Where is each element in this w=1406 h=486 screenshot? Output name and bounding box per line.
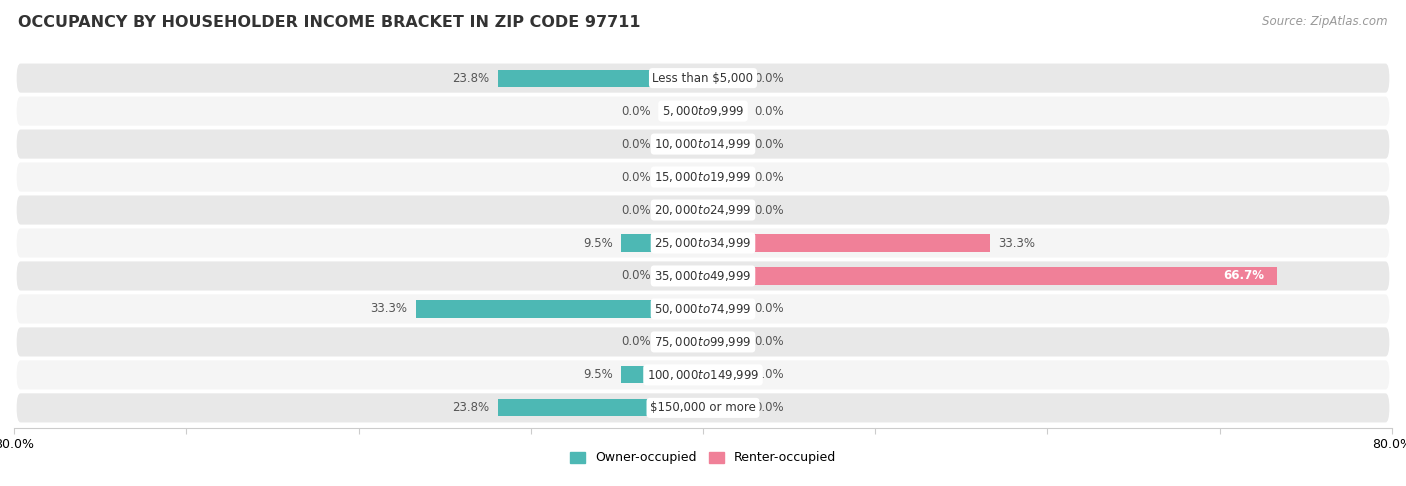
FancyBboxPatch shape: [17, 393, 1389, 422]
Text: $5,000 to $9,999: $5,000 to $9,999: [662, 104, 744, 118]
Text: 0.0%: 0.0%: [621, 204, 651, 217]
Bar: [416, 300, 703, 317]
Text: 0.0%: 0.0%: [621, 269, 651, 282]
Bar: [703, 333, 747, 350]
FancyBboxPatch shape: [17, 129, 1389, 158]
Bar: [659, 103, 703, 120]
Bar: [703, 366, 747, 383]
Text: 9.5%: 9.5%: [583, 368, 613, 382]
Text: 33.3%: 33.3%: [998, 237, 1035, 249]
Bar: [659, 333, 703, 350]
Bar: [659, 201, 703, 219]
Bar: [703, 136, 747, 153]
Text: 0.0%: 0.0%: [755, 401, 785, 415]
FancyBboxPatch shape: [17, 328, 1389, 357]
FancyBboxPatch shape: [17, 360, 1389, 389]
Text: 33.3%: 33.3%: [371, 302, 408, 315]
Bar: [703, 300, 747, 317]
Text: 0.0%: 0.0%: [755, 104, 785, 118]
Bar: [703, 169, 747, 186]
Bar: [703, 201, 747, 219]
Text: 0.0%: 0.0%: [755, 204, 785, 217]
Bar: [659, 169, 703, 186]
Text: $100,000 to $149,999: $100,000 to $149,999: [647, 368, 759, 382]
Text: 0.0%: 0.0%: [621, 171, 651, 184]
Bar: [621, 366, 703, 383]
Bar: [703, 103, 747, 120]
Bar: [621, 234, 703, 252]
FancyBboxPatch shape: [17, 64, 1389, 93]
FancyBboxPatch shape: [17, 261, 1389, 291]
FancyBboxPatch shape: [17, 162, 1389, 191]
Text: $20,000 to $24,999: $20,000 to $24,999: [654, 203, 752, 217]
Bar: [703, 69, 747, 87]
Text: 0.0%: 0.0%: [621, 104, 651, 118]
Bar: [498, 69, 703, 87]
Text: 0.0%: 0.0%: [755, 368, 785, 382]
Text: $75,000 to $99,999: $75,000 to $99,999: [654, 335, 752, 349]
Bar: [703, 234, 990, 252]
Text: 0.0%: 0.0%: [621, 138, 651, 151]
Text: 23.8%: 23.8%: [453, 401, 489, 415]
Text: $35,000 to $49,999: $35,000 to $49,999: [654, 269, 752, 283]
Text: 0.0%: 0.0%: [755, 335, 785, 348]
Text: 0.0%: 0.0%: [755, 171, 785, 184]
Text: 0.0%: 0.0%: [755, 71, 785, 85]
Text: 23.8%: 23.8%: [453, 71, 489, 85]
Text: 9.5%: 9.5%: [583, 237, 613, 249]
FancyBboxPatch shape: [17, 195, 1389, 225]
Text: Source: ZipAtlas.com: Source: ZipAtlas.com: [1263, 15, 1388, 28]
Text: 0.0%: 0.0%: [755, 138, 785, 151]
Bar: [659, 136, 703, 153]
FancyBboxPatch shape: [17, 97, 1389, 126]
Text: Less than $5,000: Less than $5,000: [652, 71, 754, 85]
Text: 66.7%: 66.7%: [1223, 269, 1264, 282]
Legend: Owner-occupied, Renter-occupied: Owner-occupied, Renter-occupied: [565, 447, 841, 469]
Text: OCCUPANCY BY HOUSEHOLDER INCOME BRACKET IN ZIP CODE 97711: OCCUPANCY BY HOUSEHOLDER INCOME BRACKET …: [18, 15, 641, 30]
Text: $150,000 or more: $150,000 or more: [650, 401, 756, 415]
Text: 0.0%: 0.0%: [755, 302, 785, 315]
FancyBboxPatch shape: [17, 295, 1389, 324]
Bar: [703, 399, 747, 417]
Text: $50,000 to $74,999: $50,000 to $74,999: [654, 302, 752, 316]
Bar: [659, 267, 703, 284]
Bar: [498, 399, 703, 417]
Bar: [703, 267, 1278, 284]
Text: 0.0%: 0.0%: [621, 335, 651, 348]
Text: $15,000 to $19,999: $15,000 to $19,999: [654, 170, 752, 184]
Text: $10,000 to $14,999: $10,000 to $14,999: [654, 137, 752, 151]
FancyBboxPatch shape: [17, 228, 1389, 258]
Text: $25,000 to $34,999: $25,000 to $34,999: [654, 236, 752, 250]
